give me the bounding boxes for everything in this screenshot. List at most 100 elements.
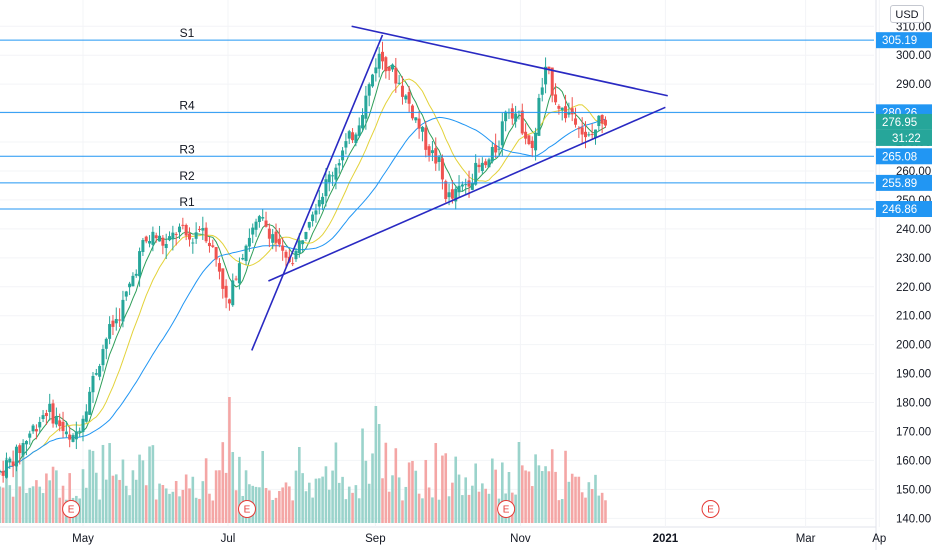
- volume-bar: [278, 491, 281, 523]
- volume-bar: [131, 470, 135, 523]
- candle-body: [454, 188, 458, 202]
- candle-body: [597, 115, 601, 127]
- candle-body: [201, 228, 205, 231]
- price-tick-label: 230.00: [896, 253, 931, 265]
- volume-bar: [264, 487, 268, 523]
- candle-body: [371, 74, 375, 87]
- candle-body: [570, 108, 574, 115]
- grid: [0, 0, 880, 550]
- volume-bar: [144, 485, 148, 523]
- volume-bar: [524, 470, 527, 523]
- candle-body: [603, 119, 607, 126]
- volume-bar: [401, 500, 404, 523]
- candle-body: [427, 146, 431, 156]
- candle-body: [460, 184, 464, 187]
- volume-bar: [158, 483, 161, 523]
- volume-bar: [590, 489, 594, 523]
- time-tick-label: Mar: [796, 533, 816, 545]
- volume-bar: [161, 484, 165, 523]
- candle-body: [21, 443, 25, 456]
- volume-bar: [194, 497, 198, 523]
- candle-body: [527, 135, 531, 145]
- candle-body: [101, 349, 105, 366]
- level-label-r4: R4: [179, 98, 195, 112]
- candle-body: [510, 108, 514, 119]
- time-tick-label: Ap: [872, 533, 886, 545]
- volume-bar: [427, 487, 431, 523]
- volume-bar: [507, 471, 511, 523]
- currency-button[interactable]: USD: [890, 5, 924, 23]
- volume-bar: [411, 460, 414, 523]
- price-axis[interactable]: 140.00 150.00 160.00 170.00 180.00 190.00 200.…: [896, 21, 931, 525]
- candle-body: [41, 415, 45, 420]
- candle-body: [118, 319, 122, 321]
- price-tick-label: 310.00: [896, 21, 931, 33]
- candle-body: [420, 126, 424, 132]
- candle-body: [51, 403, 55, 424]
- volume-bar: [597, 495, 601, 523]
- candle-body: [14, 446, 18, 467]
- volume-bar: [18, 486, 22, 523]
- volume-bar: [81, 469, 85, 523]
- volume-bar: [0, 486, 2, 523]
- price-tick-label: 210.00: [896, 311, 931, 323]
- candle-body: [24, 441, 28, 445]
- volume-bar: [11, 496, 15, 523]
- candle-body: [151, 231, 155, 245]
- last-price-tag-bg: [876, 113, 932, 130]
- earnings-marker: [238, 500, 257, 518]
- candle-body: [361, 115, 365, 129]
- level-label-r2: R2: [179, 169, 195, 183]
- volume-bar: [184, 474, 188, 523]
- candle-body: [577, 128, 581, 130]
- lower-trendline: [268, 106, 666, 282]
- volume-bar: [517, 442, 521, 523]
- volume-bar: [477, 491, 481, 523]
- volume-bar: [261, 451, 265, 523]
- volume-bar: [564, 450, 567, 523]
- candle-body: [64, 431, 68, 435]
- level-tag-text: 255.89: [882, 178, 917, 190]
- volume-bar: [164, 488, 168, 523]
- candle-body: [78, 430, 82, 432]
- candle-body: [534, 132, 538, 151]
- candle-body: [324, 179, 328, 197]
- volume-bar: [124, 485, 128, 523]
- candle-body: [301, 240, 305, 245]
- candle-body: [450, 189, 454, 199]
- volume-bar: [457, 474, 461, 523]
- candle-body: [560, 107, 564, 111]
- candle-body: [81, 418, 85, 433]
- time-tick-label: 2021: [653, 533, 679, 545]
- price-tick-label: 150.00: [896, 484, 931, 496]
- earnings-marker: [62, 500, 81, 518]
- candle-body: [184, 224, 188, 236]
- price-tick-label: 170.00: [896, 426, 931, 438]
- volume-bar: [451, 482, 454, 523]
- time-axis[interactable]: May Jul Sep Nov 2021 Mar Ap: [72, 533, 886, 545]
- candle-body: [447, 192, 451, 198]
- volume-bar: [327, 489, 331, 523]
- volume-bar: [118, 479, 121, 523]
- volume-bar: [244, 470, 248, 523]
- volume-bar: [367, 483, 371, 523]
- volume-bar: [547, 471, 551, 523]
- candle-body: [267, 228, 271, 239]
- countdown-tag-bg: [876, 129, 932, 146]
- candle-body: [311, 214, 315, 222]
- volume-bar: [1, 487, 5, 523]
- candle-body: [11, 461, 15, 466]
- volume-bar: [481, 483, 484, 523]
- candle-body: [211, 245, 215, 247]
- volume-bar: [121, 459, 125, 523]
- candle-body: [8, 458, 12, 463]
- candle-body: [54, 416, 58, 425]
- volume-bar: [61, 485, 65, 523]
- candle-body: [204, 227, 208, 242]
- volume-bar: [351, 492, 354, 523]
- volume-bar: [104, 479, 108, 523]
- candle-body: [124, 291, 128, 297]
- candle-body: [444, 181, 448, 199]
